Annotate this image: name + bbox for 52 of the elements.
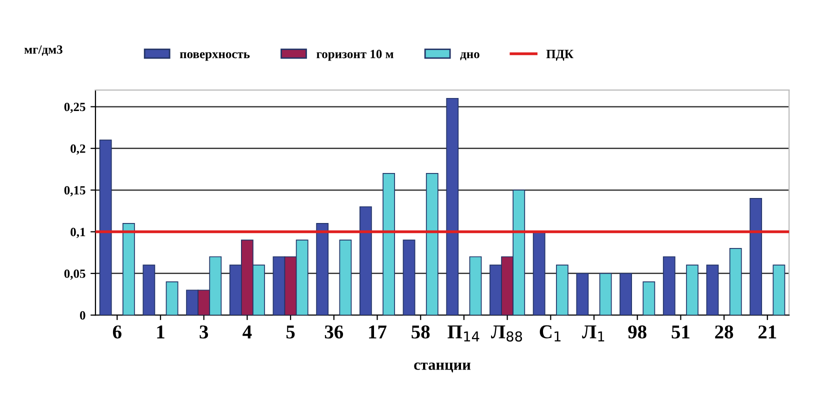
bar <box>359 206 372 316</box>
x-tick-label: 98 <box>628 325 646 339</box>
bar <box>556 264 568 316</box>
bar <box>706 264 719 316</box>
bar <box>772 264 786 316</box>
x-tick-label: 21 <box>758 325 776 338</box>
bar <box>142 264 156 316</box>
y-axis-title: мг/дм3 <box>24 45 62 56</box>
bar <box>446 98 459 316</box>
bar <box>382 172 396 316</box>
x-tick-label: С$_{1}$ <box>540 325 561 342</box>
x-tick-label: 28 <box>715 325 734 339</box>
x-tick-label: 51 <box>672 325 690 339</box>
x-tick-label: 5 <box>286 326 295 339</box>
bar <box>599 273 612 316</box>
x-tick-label: 4 <box>242 326 252 338</box>
y-tick-label: 0 <box>80 311 86 320</box>
x-tick-label: П$_{14}$ <box>448 326 480 342</box>
legend-label: горизонт 10 м <box>316 50 394 61</box>
bar <box>662 256 676 316</box>
bar <box>620 273 632 316</box>
bar <box>729 248 742 316</box>
bar <box>469 256 482 316</box>
x-tick-label: 36 <box>324 325 344 339</box>
legend-label: дно <box>460 52 480 60</box>
x-axis-title: станции <box>414 362 471 372</box>
bar <box>426 172 438 316</box>
y-tick-label: 0,2 <box>70 144 86 155</box>
legend-label: ПДК <box>546 50 574 61</box>
y-tick-label: 0,1 <box>70 228 86 238</box>
x-tick-label: Л$_{88}$ <box>491 326 522 342</box>
bar <box>642 281 656 316</box>
bar <box>316 223 329 316</box>
bar <box>122 223 135 316</box>
y-tick-label: 0,25 <box>64 102 86 113</box>
legend-label: поверхность <box>180 52 250 61</box>
bar <box>686 264 698 316</box>
y-tick-label: 0,15 <box>64 186 86 196</box>
x-tick-label: 6 <box>112 325 122 339</box>
x-tick-label: 3 <box>200 325 208 339</box>
y-tick-label: 0,05 <box>64 269 86 280</box>
x-tick-label: 17 <box>369 325 386 338</box>
x-tick-label: 58 <box>412 325 430 339</box>
x-tick-label: 1 <box>157 325 164 338</box>
bar <box>402 240 416 316</box>
bar <box>576 273 589 316</box>
bar <box>532 231 546 316</box>
bar <box>339 240 352 316</box>
bar <box>99 140 112 316</box>
bar <box>166 281 178 316</box>
x-tick-label: Л$_{1}$ <box>582 326 604 342</box>
bar <box>750 198 762 316</box>
